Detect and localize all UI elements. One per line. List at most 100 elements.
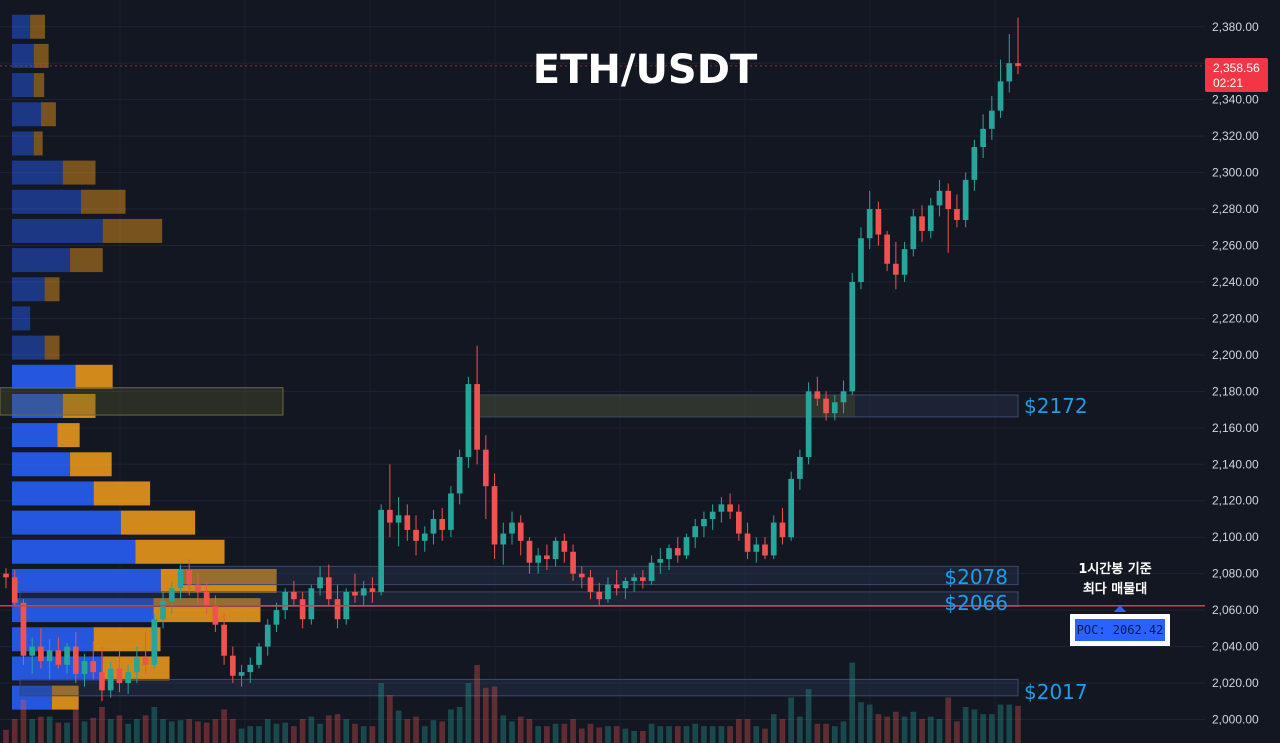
candle-body: [875, 209, 882, 235]
candle-body: [11, 577, 18, 603]
candle-body: [404, 515, 411, 530]
candle-body: [779, 522, 786, 538]
volume-bar: [701, 726, 707, 743]
volume-bar: [387, 695, 393, 743]
countdown-value: 02:21: [1213, 76, 1243, 90]
profile-sell-bar: [93, 627, 161, 652]
candle-body: [962, 179, 969, 220]
volume-bar: [299, 719, 306, 743]
candle-body: [378, 509, 384, 592]
candle-body: [229, 655, 236, 676]
candle-body: [535, 555, 542, 563]
price-zone: [19, 678, 1019, 697]
volume-bar: [954, 721, 960, 743]
volume-bar: [195, 721, 201, 743]
volume-bar: [805, 689, 812, 743]
volume-bar: [709, 726, 716, 743]
price-tick-label: 2,240.00: [1212, 275, 1259, 289]
candle-body: [709, 511, 716, 519]
volume-bar: [561, 723, 568, 743]
profile-sell-bar: [70, 248, 103, 273]
volume-bar: [919, 719, 925, 743]
volume-bar: [544, 726, 550, 743]
candle-body: [526, 540, 533, 563]
candle-body: [491, 486, 498, 545]
candle-body: [90, 661, 97, 673]
profile-buy-bar: [12, 73, 34, 98]
volume-bar: [962, 707, 969, 743]
candle-body: [282, 591, 289, 611]
volume-bar: [439, 721, 446, 743]
candle-body: [640, 577, 646, 581]
candle-body: [997, 81, 1004, 111]
volume-bar: [238, 728, 245, 743]
candle-body: [116, 668, 123, 684]
volume-bar: [788, 697, 795, 743]
note-line-1: 1시간봉 기준: [1078, 561, 1151, 577]
candle-body: [221, 624, 227, 656]
volume-bar: [282, 722, 289, 743]
candle-body: [465, 384, 472, 457]
candle-body: [666, 548, 672, 560]
volume-bar: [308, 716, 315, 743]
volume-bar: [378, 683, 384, 743]
candle-body: [238, 672, 245, 676]
profile-buy-bar: [12, 452, 71, 477]
volume-bar: [936, 719, 943, 743]
last-price-value: 2,358.56: [1213, 61, 1260, 75]
volume-bar: [1015, 705, 1021, 743]
volume-bar: [229, 719, 236, 743]
candle-body: [858, 238, 864, 282]
poc-callout: POC: 2062.42: [1070, 614, 1170, 646]
candle-body: [421, 533, 428, 541]
volume-bar: [212, 719, 219, 743]
volume-bar: [770, 714, 777, 743]
price-tick-label: 2,020.00: [1212, 676, 1259, 690]
volume-bar: [465, 683, 472, 743]
level-label-2066: $2066: [944, 591, 1008, 615]
candle-body: [299, 599, 306, 620]
profile-buy-bar: [12, 218, 103, 243]
price-tick-label: 2,000.00: [1212, 713, 1259, 727]
volume-bar: [142, 715, 149, 743]
profile-buy-bar: [12, 14, 31, 39]
candle-body: [561, 540, 568, 552]
candle-body: [893, 263, 899, 275]
poc-label: POC: 2062.42: [1077, 623, 1164, 637]
profile-sell-bar: [33, 131, 43, 156]
candle-body: [291, 591, 297, 600]
candle-body: [81, 661, 88, 674]
price-tick-label: 2,060.00: [1212, 603, 1259, 617]
profile-buy-bar: [12, 423, 58, 448]
profile-sell-bar: [120, 510, 196, 535]
volume-bar: [72, 709, 79, 743]
candle-body: [3, 573, 9, 578]
candle-body: [884, 234, 890, 264]
volume-bar: [1006, 704, 1013, 743]
profile-sell-bar: [62, 393, 96, 418]
profile-buy-bar: [12, 510, 121, 535]
candle-body: [910, 216, 917, 250]
profile-buy-bar: [12, 393, 63, 418]
volume-bar: [779, 719, 786, 743]
price-tick-label: 2,120.00: [1212, 494, 1259, 508]
volume-bar: [893, 711, 899, 743]
volume-bar: [622, 728, 629, 743]
volume-bar: [125, 723, 131, 743]
candle-body: [831, 402, 838, 414]
volume-bar: [11, 719, 18, 743]
volume-bar: [927, 716, 934, 743]
price-tick-label: 2,340.00: [1212, 93, 1259, 107]
price-tick-label: 2,180.00: [1212, 384, 1259, 398]
volume-bar: [570, 719, 576, 743]
profile-sell-bar: [51, 685, 79, 710]
candle-body: [517, 522, 524, 541]
candle-body: [38, 646, 44, 662]
profile-buy-bar: [12, 539, 136, 564]
candle-body: [387, 509, 393, 523]
volume-bar: [988, 714, 995, 743]
price-tick-label: 2,100.00: [1212, 530, 1259, 544]
candle-body: [613, 584, 620, 589]
candle-body: [500, 533, 507, 545]
